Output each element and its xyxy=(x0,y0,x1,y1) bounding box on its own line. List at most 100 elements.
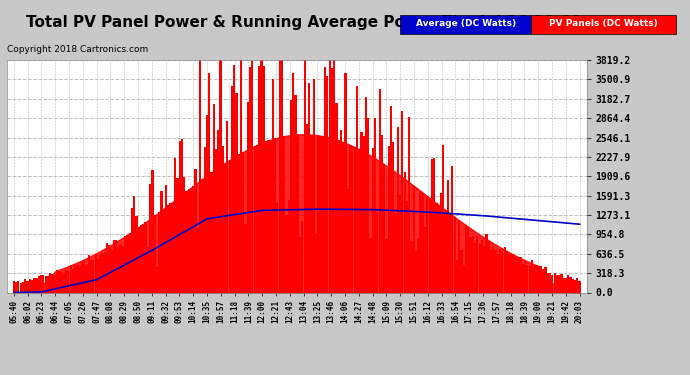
Bar xyxy=(413,186,415,292)
Bar xyxy=(363,136,365,292)
Bar xyxy=(440,193,442,292)
Bar xyxy=(326,76,328,292)
Text: Average (DC Watts): Average (DC Watts) xyxy=(415,19,516,28)
Bar xyxy=(210,172,213,292)
Bar xyxy=(337,140,340,292)
Bar xyxy=(115,240,117,292)
Bar xyxy=(492,247,494,292)
Bar xyxy=(342,142,344,292)
Bar xyxy=(542,269,544,292)
Bar xyxy=(367,118,369,292)
Bar xyxy=(460,250,462,292)
Bar xyxy=(431,159,433,292)
Bar xyxy=(281,60,283,292)
Bar xyxy=(256,145,258,292)
Bar xyxy=(524,260,526,292)
Bar xyxy=(204,147,206,292)
Bar xyxy=(531,260,533,292)
Bar xyxy=(299,237,302,292)
Bar xyxy=(47,276,49,292)
Bar xyxy=(19,282,21,292)
Bar xyxy=(446,180,449,292)
Bar xyxy=(231,86,233,292)
Bar xyxy=(61,272,63,292)
Bar xyxy=(453,217,455,292)
Bar xyxy=(144,222,147,292)
Bar xyxy=(135,216,137,292)
Bar xyxy=(417,238,420,292)
Bar xyxy=(428,198,431,292)
Bar xyxy=(163,209,165,292)
Bar xyxy=(263,66,265,292)
Bar xyxy=(546,273,549,292)
Bar xyxy=(315,234,317,292)
Bar xyxy=(435,203,437,292)
Bar xyxy=(70,265,72,292)
Bar xyxy=(501,251,504,292)
Bar xyxy=(106,243,108,292)
Bar xyxy=(562,278,565,292)
Bar xyxy=(506,251,508,292)
Bar xyxy=(462,265,465,292)
Bar xyxy=(569,277,571,292)
Bar xyxy=(272,80,274,292)
Bar xyxy=(128,233,131,292)
Bar xyxy=(472,236,474,292)
Bar xyxy=(411,241,413,292)
Bar xyxy=(237,154,240,292)
Bar xyxy=(474,243,476,292)
Bar xyxy=(172,201,174,292)
Bar xyxy=(40,274,42,292)
Bar xyxy=(15,282,17,292)
Bar xyxy=(369,238,372,292)
Bar xyxy=(74,266,77,292)
Bar xyxy=(131,209,133,292)
Bar xyxy=(365,97,367,292)
Bar xyxy=(379,89,381,292)
Bar xyxy=(221,146,224,292)
Text: PV Panels (DC Watts): PV Panels (DC Watts) xyxy=(549,19,658,28)
Bar xyxy=(286,215,288,292)
Bar xyxy=(292,74,295,292)
Bar xyxy=(244,224,246,292)
Bar xyxy=(108,245,110,292)
Bar xyxy=(558,275,560,292)
Bar xyxy=(504,247,506,292)
Bar xyxy=(302,221,304,292)
Bar xyxy=(513,255,515,292)
Bar xyxy=(508,255,511,292)
Bar xyxy=(133,196,135,292)
Bar xyxy=(226,122,228,292)
Bar xyxy=(217,129,219,292)
Bar xyxy=(247,102,249,292)
Bar xyxy=(349,145,351,292)
Bar xyxy=(77,265,79,292)
Bar xyxy=(420,191,422,292)
Bar xyxy=(90,260,92,292)
Bar xyxy=(215,149,217,292)
Bar xyxy=(201,179,204,292)
Bar xyxy=(188,189,190,292)
Bar xyxy=(276,203,279,292)
Bar xyxy=(310,135,313,292)
Bar xyxy=(485,234,488,292)
Bar xyxy=(213,104,215,292)
Bar xyxy=(578,281,581,292)
Bar xyxy=(228,160,230,292)
Bar xyxy=(49,273,51,292)
Bar xyxy=(529,266,531,292)
Bar xyxy=(404,172,406,292)
Bar xyxy=(190,188,192,292)
Bar xyxy=(308,82,310,292)
Bar xyxy=(149,184,151,292)
Bar xyxy=(242,152,244,292)
Bar xyxy=(199,60,201,292)
Bar xyxy=(328,60,331,292)
Bar xyxy=(283,136,285,292)
Bar xyxy=(154,215,156,292)
Bar xyxy=(551,275,553,292)
Bar xyxy=(156,267,158,292)
Bar xyxy=(533,266,535,292)
Bar xyxy=(406,201,408,292)
Bar xyxy=(449,213,451,292)
